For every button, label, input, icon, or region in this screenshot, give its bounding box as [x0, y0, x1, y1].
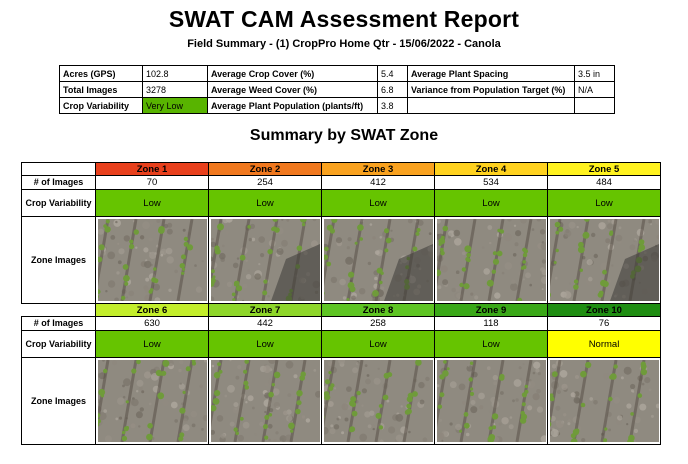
zone-images-row-label: Zone Images	[21, 357, 96, 445]
summary-row: Crop Variability Very Low Average Plant …	[59, 97, 615, 114]
crop-cover-value: 5.4	[377, 65, 408, 82]
plant-spacing-value: 3.5 in	[574, 65, 615, 82]
report-subtitle: Field Summary - (1) CropPro Home Qtr - 1…	[187, 38, 501, 50]
zone-variability: Low	[95, 189, 209, 217]
summary-empty-cell	[407, 97, 575, 114]
images-row-label: # of Images	[21, 316, 96, 331]
zone-photo[interactable]	[549, 360, 659, 442]
total-images-value: 3278	[142, 81, 208, 98]
header-corner-cell	[21, 162, 96, 176]
zone-header: Zone 2	[208, 162, 322, 176]
zone-image-cell	[434, 216, 548, 304]
variance-value: N/A	[574, 81, 615, 98]
zone-image-count: 484	[547, 175, 661, 190]
zone-image-cell	[208, 357, 322, 445]
zone-variability: Low	[95, 330, 209, 358]
zone-header: Zone 6	[95, 303, 209, 317]
zone-image-cell	[321, 357, 435, 445]
zone-header: Zone 8	[321, 303, 435, 317]
zone-image-count: 70	[95, 175, 209, 190]
zone-photo[interactable]	[436, 219, 546, 301]
zone-image-count: 118	[434, 316, 548, 331]
zone-header: Zone 1	[95, 162, 209, 176]
plant-population-label: Average Plant Population (plants/ft)	[207, 97, 378, 114]
plant-population-value: 3.8	[377, 97, 408, 114]
zone-variability: Low	[321, 189, 435, 217]
zone-image-count: 254	[208, 175, 322, 190]
zone-images-row: Zone Images	[21, 216, 661, 304]
zone-image-count: 442	[208, 316, 322, 331]
zone-photo[interactable]	[210, 219, 320, 301]
zone-header: Zone 10	[547, 303, 661, 317]
zone-header: Zone 9	[434, 303, 548, 317]
zone-header-row: Zone 1 Zone 2 Zone 3 Zone 4 Zone 5	[21, 162, 661, 176]
header-corner-cell	[22, 304, 96, 317]
zone-photo[interactable]	[97, 219, 207, 301]
zone-photo[interactable]	[549, 219, 659, 301]
crop-variability-value: Very Low	[142, 97, 208, 114]
images-row-label: # of Images	[21, 175, 96, 190]
variability-row-label: Crop Variability	[21, 189, 96, 217]
zone-image-count: 76	[547, 316, 661, 331]
zone-photo[interactable]	[210, 360, 320, 442]
acres-value: 102.8	[142, 65, 208, 82]
zone-header: Zone 3	[321, 162, 435, 176]
variability-row-label: Crop Variability	[21, 330, 96, 358]
variability-row: Crop Variability Low Low Low Low Normal	[21, 330, 661, 358]
zone-images-row: Zone Images	[21, 357, 661, 445]
zone-variability: Low	[434, 330, 548, 358]
zone-summary-table: Zone 1 Zone 2 Zone 3 Zone 4 Zone 5 # of Image…	[21, 162, 661, 445]
zone-header: Zone 5	[547, 162, 661, 176]
weed-cover-value: 6.8	[377, 81, 408, 98]
variability-row: Crop Variability Low Low Low Low Low	[21, 189, 661, 217]
zone-image-count: 630	[95, 316, 209, 331]
variance-label: Variance from Population Target (%)	[407, 81, 575, 98]
image-count-row: # of Images 630 442 258 118 76	[21, 316, 661, 331]
zone-photo[interactable]	[323, 360, 433, 442]
zone-image-cell	[95, 216, 209, 304]
zone-variability: Low	[321, 330, 435, 358]
zone-variability: Low	[547, 189, 661, 217]
summary-empty-cell	[574, 97, 615, 114]
zone-image-count: 534	[434, 175, 548, 190]
zone-header: Zone 4	[434, 162, 548, 176]
zone-header: Zone 7	[208, 303, 322, 317]
field-summary-table: Acres (GPS) 102.8 Average Crop Cover (%)…	[59, 65, 615, 114]
zone-variability: Low	[208, 189, 322, 217]
acres-label: Acres (GPS)	[59, 65, 143, 82]
zone-image-count: 258	[321, 316, 435, 331]
zone-photo[interactable]	[436, 360, 546, 442]
total-images-label: Total Images	[59, 81, 143, 98]
zone-image-cell	[208, 216, 322, 304]
zone-image-cell	[547, 216, 661, 304]
zone-photo[interactable]	[323, 219, 433, 301]
plant-spacing-label: Average Plant Spacing	[407, 65, 575, 82]
zone-image-cell	[434, 357, 548, 445]
image-count-row: # of Images 70 254 412 534 484	[21, 175, 661, 190]
zone-image-cell	[95, 357, 209, 445]
crop-cover-label: Average Crop Cover (%)	[207, 65, 378, 82]
zone-image-cell	[321, 216, 435, 304]
zone-images-row-label: Zone Images	[21, 216, 96, 304]
zone-variability: Low	[208, 330, 322, 358]
zone-header-row: Zone 6 Zone 7 Zone 8 Zone 9 Zone 10	[22, 303, 661, 317]
zone-variability: Normal	[547, 330, 661, 358]
zone-photo[interactable]	[97, 360, 207, 442]
zone-image-cell	[547, 357, 661, 445]
zone-image-count: 412	[321, 175, 435, 190]
crop-variability-label: Crop Variability	[59, 97, 143, 114]
report-title: SWAT CAM Assessment Report	[168, 6, 520, 32]
summary-row: Total Images 3278 Average Weed Cover (%)…	[59, 81, 615, 98]
weed-cover-label: Average Weed Cover (%)	[207, 81, 378, 98]
section-title: Summary by SWAT Zone	[249, 127, 439, 144]
summary-row: Acres (GPS) 102.8 Average Crop Cover (%)…	[59, 65, 615, 82]
zone-variability: Low	[434, 189, 548, 217]
